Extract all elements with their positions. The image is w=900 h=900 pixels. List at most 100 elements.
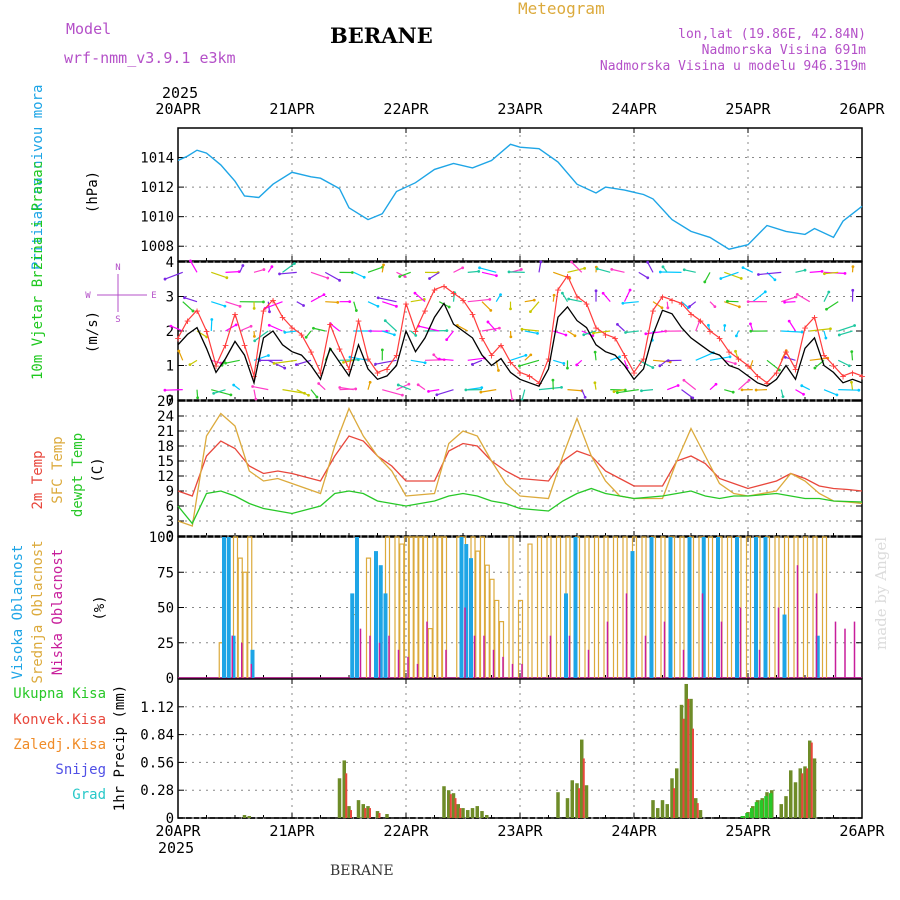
precip-total-bar [385,814,389,818]
wind-gust-marker: + [840,370,847,383]
wind-arrow [724,359,736,365]
wind-gust-marker: + [621,349,628,362]
cloud-high-bar [716,537,720,678]
wind-arrow [467,270,479,273]
wind-arrow-head [737,305,741,309]
wind-arrow-head [551,378,555,382]
wind-arrow-head [477,269,481,273]
wind-arrow-head [754,388,758,392]
wind-arrow-head [813,366,817,370]
model-elevation-text: Nadmorska Visina u modelu 946.319m [600,59,866,74]
wind-arrow-head [847,364,851,368]
wind-gust-marker: + [574,291,581,304]
wind-gust-marker: + [583,297,590,310]
pressure-ylabel: (hPa) [85,171,101,213]
wind-arrow [398,384,411,391]
wind-arrow-head [566,366,569,370]
wind-arrow-head [536,331,539,335]
p3-ytick-label: 3 [166,514,174,530]
wind-arrow-head [843,271,847,275]
cloud-low-bar [568,635,571,678]
wind-arrow [424,359,445,361]
bottom-year-label: 2025 [158,839,194,857]
wind-gust-marker: + [336,342,343,355]
p4-ytick-label: 0 [166,671,174,687]
legend-total-rain: Ukupna Kisa [13,686,106,702]
wind-arrow [617,389,639,394]
wind-arrow-head [251,385,255,388]
wind-gust-marker: + [650,304,657,317]
precip-total-bar [575,783,579,818]
wind-arrow-head [189,259,192,263]
cloud-mid-bar [584,536,590,678]
wind-arrow-head [615,391,619,395]
wind-gust-marker: + [498,339,505,352]
p3-ytick-label: 21 [157,424,174,440]
wind-arrow-head [640,389,643,393]
wind-arrow-head [163,388,167,392]
wind-gust-marker: + [555,284,562,297]
precip-conv-bar [350,810,352,818]
wind-arrow-head [302,304,305,307]
wind-arrow [597,268,611,273]
precip-total-bar [361,804,365,818]
wind-arrow [213,389,226,394]
wind-arrow-head [293,262,296,265]
cloud-low-bar [241,642,243,678]
cloud-low-bar [720,621,723,678]
precip-total-bar [698,810,703,818]
wind-arrow [282,263,295,273]
wind-arrow [724,271,742,280]
wind-arrow-head [714,382,718,386]
compass-east: E [151,291,156,301]
p1-ytick-label: 1008 [140,239,174,255]
wind-arrow [809,357,828,361]
cloud-high-bar [374,551,378,678]
precip-total-bar [456,804,460,818]
legend-snow: Snijeg [55,762,106,778]
wind-arrow-head [376,296,380,300]
wind-arrow [617,323,625,332]
wind-gust-marker: + [279,311,286,324]
wind-arrow-head [509,335,513,339]
bottom-time-tick: 21APR [269,822,315,840]
precip-total-bar [461,808,465,818]
wind-arrow-head [380,348,384,352]
wind-arrow-head [682,268,686,272]
cloud-panel: Visoka Oblacnost Srednja Oblacnost Niska… [10,530,863,687]
precip-total-bar [247,816,251,818]
wind-gust-marker: + [479,332,486,345]
wind-arrow-head [664,329,668,333]
wind-gust-marker: + [631,366,638,379]
legend-frz-rain: Zaledj.Kisa [13,737,106,753]
wind-arrow-head [480,386,484,390]
precip-conv-bar [696,803,699,818]
cloud-high-bar [378,565,383,678]
wind-arrow [439,358,454,361]
cloud-mid-bar [593,536,600,678]
wind-arrow-head [658,364,662,368]
wind-arrow-head [342,360,345,364]
wind-arrow-head [783,355,787,359]
p3-ytick-label: 6 [166,499,174,515]
cloud-low-bar [473,635,476,678]
wind-arrow-head [283,331,287,334]
wind-arrow-head [461,266,465,270]
wind-arrow [182,301,194,312]
wind-arrow-head [644,332,648,336]
wind-gust-marker: + [526,370,533,383]
wind-gust-marker: + [792,363,799,376]
wind-arrow-head [824,336,828,340]
wind-compass: N S W E [85,263,156,325]
wind-arrow [838,324,855,332]
wind-arrow-head [336,300,340,304]
wind-gust-marker: + [194,304,201,317]
wind-arrow [211,359,221,364]
wind-gust-marker: + [612,332,619,345]
wind-title: 10m Vjetar Brzina i Pravac [30,161,46,380]
wind-gust-marker: + [488,349,495,362]
wind-arrow [625,330,639,334]
wind-arrow-head [529,353,533,357]
cloud-mid-bar [612,536,619,678]
wind-arrow-head [829,327,832,331]
